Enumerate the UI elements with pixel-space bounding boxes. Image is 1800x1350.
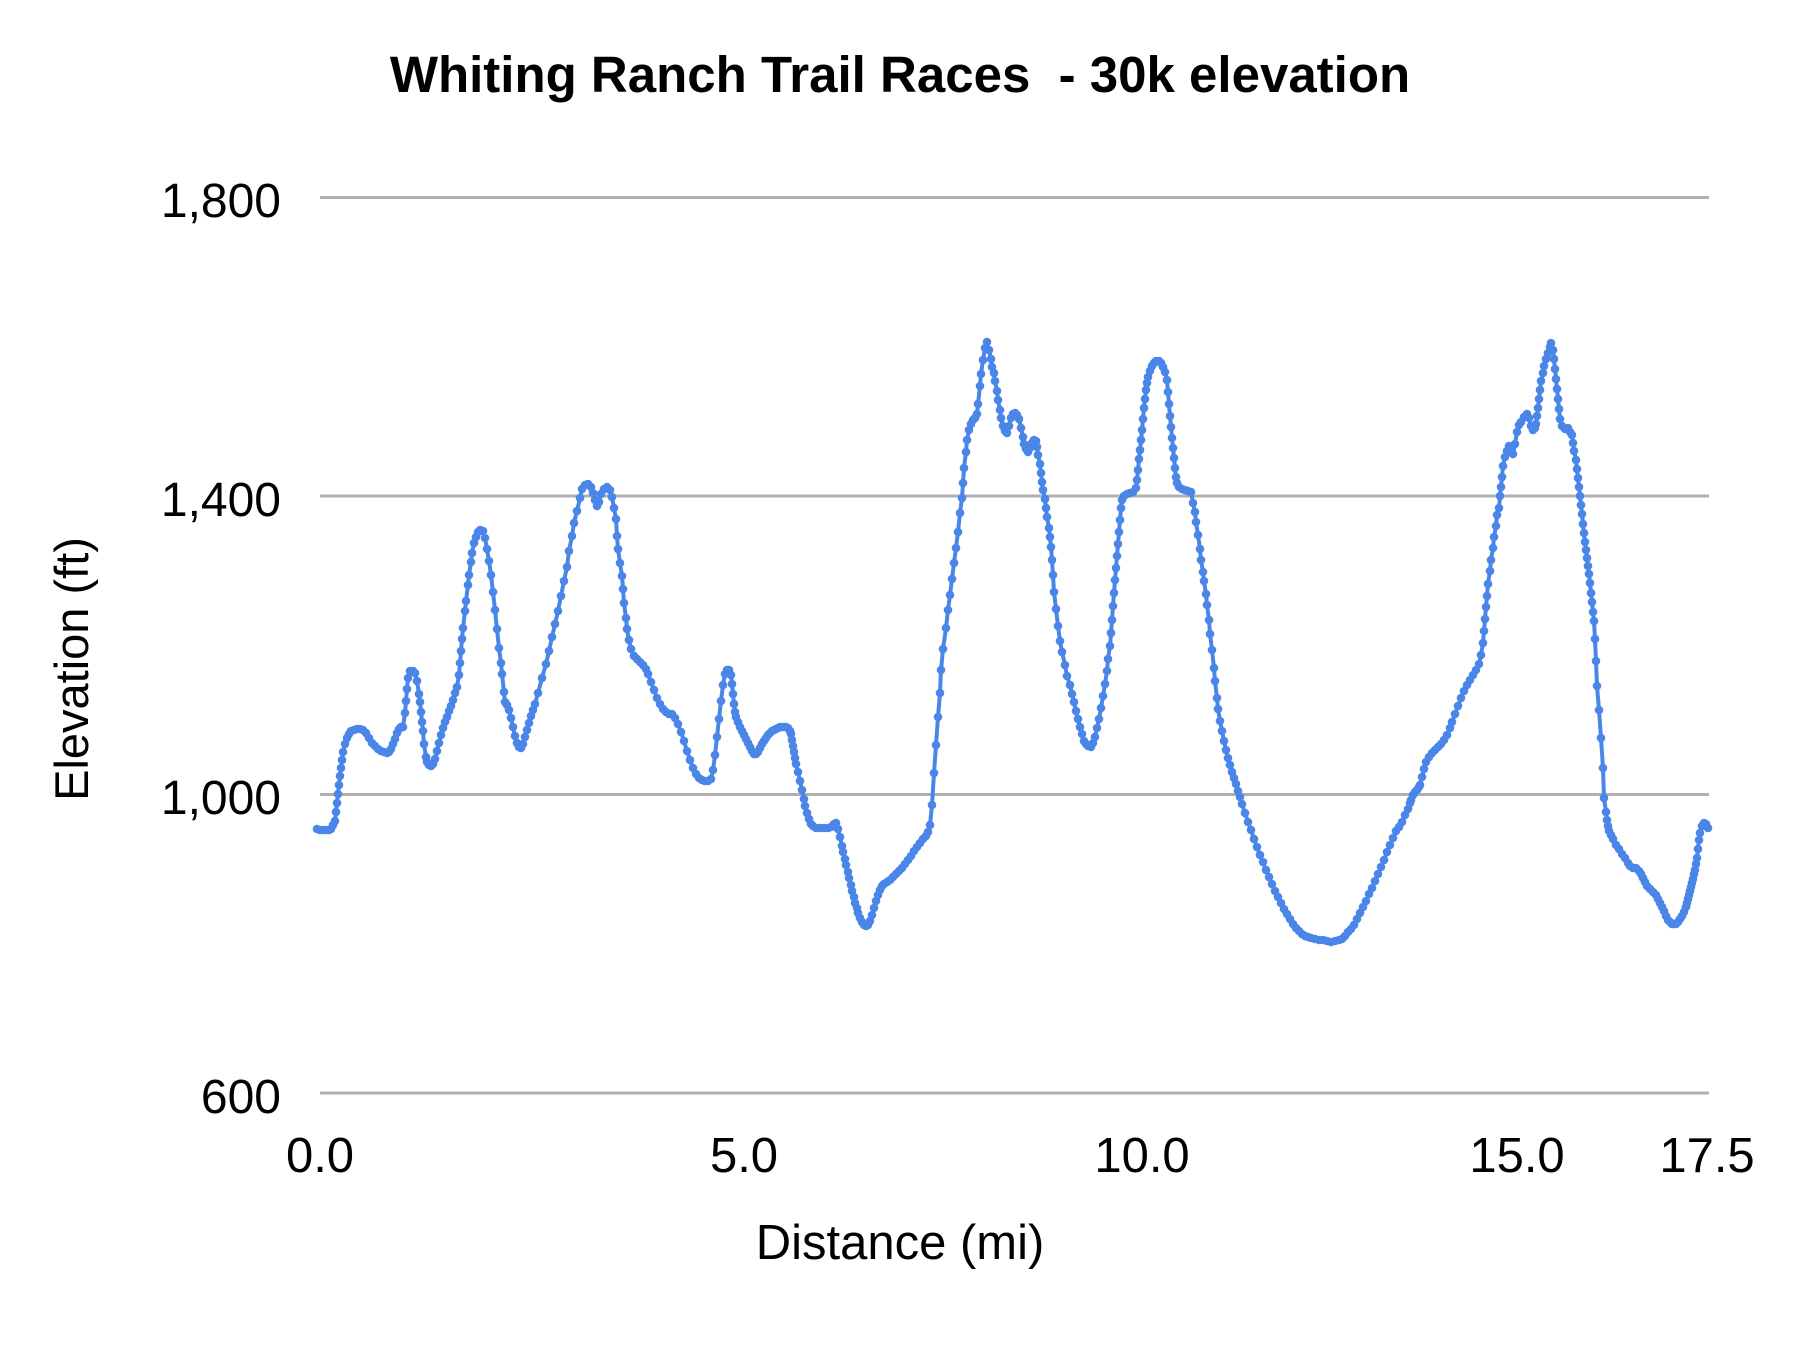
svg-text:5.0: 5.0 — [710, 1129, 778, 1183]
svg-text:Distance (mi): Distance (mi) — [756, 1216, 1045, 1270]
svg-text:15.0: 15.0 — [1469, 1129, 1564, 1183]
svg-text:1,800: 1,800 — [161, 175, 281, 228]
svg-text:17.5: 17.5 — [1659, 1129, 1754, 1183]
svg-text:Whiting Ranch Trail Races - 3: Whiting Ranch Trail Races - 30k elevatio… — [390, 46, 1410, 103]
svg-text:1,000: 1,000 — [161, 772, 281, 825]
svg-text:600: 600 — [201, 1071, 281, 1124]
svg-text:1,400: 1,400 — [161, 474, 281, 527]
svg-text:10.0: 10.0 — [1094, 1129, 1189, 1183]
svg-text:Elevation (ft): Elevation (ft) — [45, 537, 98, 801]
svg-text:0.0: 0.0 — [286, 1129, 354, 1183]
